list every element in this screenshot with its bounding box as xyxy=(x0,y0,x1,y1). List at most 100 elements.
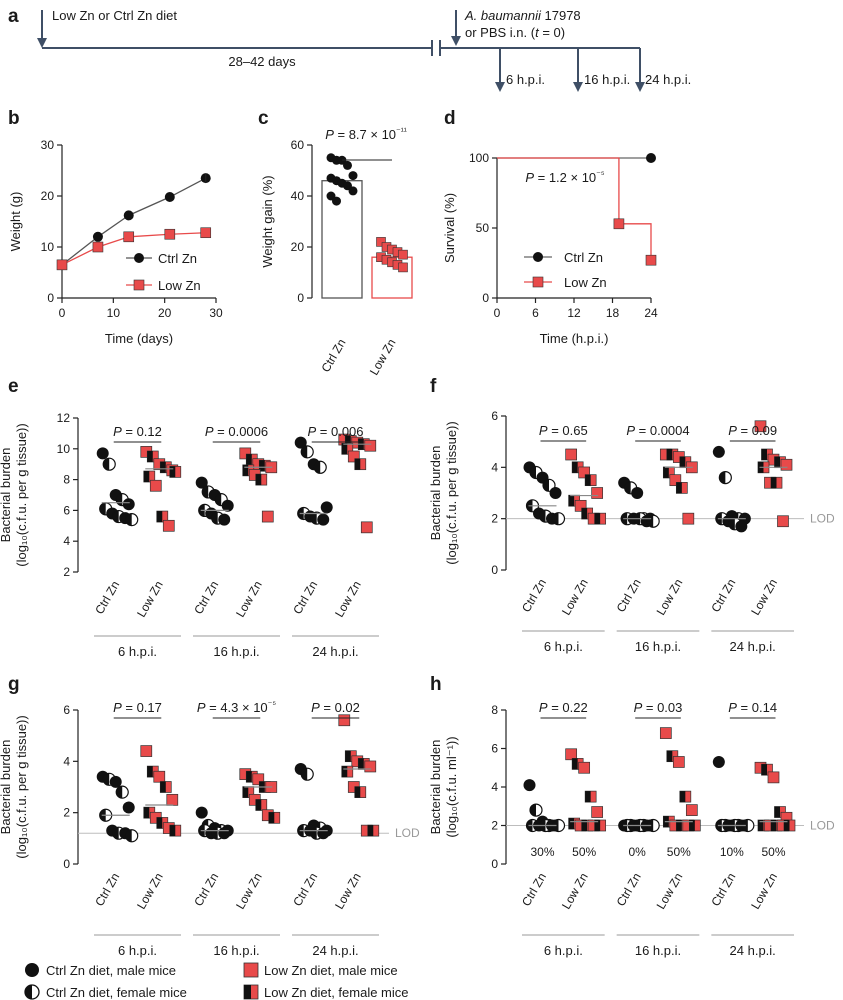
c-ctrl-point-4 xyxy=(348,171,358,181)
d-pvalue-value: = 1.2 × 10 xyxy=(534,170,596,185)
e-pvalue-0-value: = 0.12 xyxy=(122,424,162,439)
e-low-point-0-1 xyxy=(146,450,159,463)
f-pvalue-2-p: P xyxy=(728,423,737,438)
f-ctrl-point-2-1 xyxy=(718,471,732,485)
e-ctrl-point-0-9 xyxy=(125,513,139,527)
panel-a-label: a xyxy=(8,6,19,27)
h-low-point-1-9 xyxy=(688,819,701,832)
g-low-point-2-4 xyxy=(364,760,377,773)
f-x-ticklabel-1-0: Ctrl Zn xyxy=(614,577,644,615)
g-low-point-0-3-half xyxy=(160,781,166,793)
h-group-label-2: 24 h.p.i. xyxy=(730,943,776,958)
legend-ctrl-female-label: Ctrl Zn diet, female mice xyxy=(46,985,187,1000)
f-y-ticklabel-2: 2 xyxy=(491,512,498,526)
e-low-point-0-3-half xyxy=(160,461,166,473)
f-group-label-0: 6 h.p.i. xyxy=(544,639,583,654)
g-ctrl-point-0-9-half xyxy=(125,829,132,842)
g-y-ticklabel-6: 6 xyxy=(63,703,70,717)
e-x-ticklabel-1-1: Low Zn xyxy=(233,579,265,620)
e-ctrl-point-0-4 xyxy=(122,498,135,511)
g-low-point-2-5 xyxy=(341,765,354,778)
panel-a: a Low Zn or Ctrl Zn diet 28–42 days A. b… xyxy=(8,6,691,92)
g-x-ticklabel-1-1: Low Zn xyxy=(233,871,265,912)
e-low-point-2-1-half xyxy=(345,435,351,447)
f-ctrl-point-0-4 xyxy=(549,487,562,499)
infection-strain: 17978 xyxy=(541,8,581,23)
c-ctrl-point-3 xyxy=(343,160,352,170)
b-low-point-0 xyxy=(56,259,68,271)
g-pvalue-exp-1: ⁻⁵ xyxy=(268,699,277,709)
panel-c-chart: c 0 20 40 60 Weight gain (%) Ctrl Zn Low Zn P = … xyxy=(258,108,413,378)
diet-start-arrowhead xyxy=(37,38,47,48)
f-pvalue-1-p: P xyxy=(626,423,635,438)
d-pvalue-p: P xyxy=(525,170,534,185)
g-low-point-1-7 xyxy=(255,799,268,811)
e-low-point-1-1-half xyxy=(246,454,252,466)
e-y-ticklabel-6: 6 xyxy=(63,503,70,517)
tp-arrowhead-24 xyxy=(635,82,645,92)
f-low-point-0-3-half xyxy=(585,474,591,486)
f-low-point-2-8 xyxy=(777,515,789,528)
c-y-ticklabel-0: 0 xyxy=(297,291,304,305)
e-ctrl-point-2-3 xyxy=(313,460,327,474)
h-low-point-2-1 xyxy=(761,763,773,776)
h-pvalue-0-value: = 0.22 xyxy=(548,700,588,715)
e-y-ticklabel-12: 12 xyxy=(57,411,71,425)
g-ctrl-point-2-8 xyxy=(317,827,330,840)
f-low-point-1-3-half xyxy=(679,456,686,468)
e-ctrl-point-0-7-half xyxy=(112,510,119,523)
g-low-point-0-1-half xyxy=(147,766,153,778)
panel-h-label: h xyxy=(430,674,442,695)
c-ctrl-point-9 xyxy=(348,186,358,196)
g-ctrl-point-2-1 xyxy=(300,767,314,781)
tp-arrowhead-16 xyxy=(573,82,583,92)
h-y-ticklabel-8: 8 xyxy=(491,703,498,717)
e-pvalue-2: P = 0.006 xyxy=(307,424,363,439)
h-pvalue-2-value: = 0.14 xyxy=(737,700,777,715)
g-x-ticklabel-0-0: Ctrl Zn xyxy=(92,871,122,909)
e-low-point-0-7-half xyxy=(156,511,163,523)
g-group-label-1: 16 h.p.i. xyxy=(213,943,259,958)
h-low-point-0-7-half xyxy=(581,820,588,831)
h-y-ticklabel-0: 0 xyxy=(491,857,498,871)
f-low-point-1-8 xyxy=(682,512,695,525)
g-pvalue-2-value: = 0.02 xyxy=(320,700,360,715)
h-low-point-1-4 xyxy=(685,804,698,816)
h-ctrl-point-0-1 xyxy=(529,803,543,817)
e-low-point-2-7-half xyxy=(354,458,361,470)
legend-low-female-label: Low Zn diet, female mice xyxy=(264,985,409,1000)
e-low-point-0-5-half xyxy=(143,471,150,483)
e-low-point-2-4 xyxy=(364,439,377,452)
e-ctrl-point-1-4 xyxy=(221,499,234,512)
e-ctrl-point-0-1-half xyxy=(103,458,110,471)
f-group-label-2: 24 h.p.i. xyxy=(730,639,776,654)
f-ctrl-point-0-9-half xyxy=(552,512,559,525)
e-group-label-0: 6 h.p.i. xyxy=(118,644,157,659)
g-ctrl-point-0-1-half xyxy=(103,773,110,786)
panel-g-chart: g 0 2 4 6 Bacterial burden (log₁₀(c.f.u. per g… xyxy=(0,674,420,958)
e-x-ticklabel-2-0: Ctrl Zn xyxy=(290,579,320,617)
f-x-ticklabel-2-1: Low Zn xyxy=(748,577,780,618)
h-percent-2-1: 50% xyxy=(761,845,785,859)
f-x-ticklabel-0-1: Low Zn xyxy=(559,577,591,618)
h-low-point-1-2 xyxy=(672,756,685,768)
e-y-ticklabel-8: 8 xyxy=(63,473,70,487)
c-y-ticklabel-20: 20 xyxy=(291,240,305,254)
h-percent-2-0: 10% xyxy=(720,845,744,859)
g-y-ticklabel-2: 2 xyxy=(63,806,70,820)
h-x-ticklabel-0-0: Ctrl Zn xyxy=(519,871,549,909)
f-low-point-1-7 xyxy=(675,482,688,494)
f-ctrl-point-2-1-half xyxy=(719,471,726,484)
g-low-point-1-1-half xyxy=(246,771,252,783)
e-ctrl-point-2-0 xyxy=(294,436,307,449)
e-ctrl-point-0-5-half xyxy=(99,502,106,515)
h-x-ticklabel-2-1: Low Zn xyxy=(748,871,780,912)
b-low-point-2 xyxy=(123,231,135,243)
e-ctrl-point-2-4 xyxy=(320,501,333,514)
infection-end: = 0) xyxy=(539,25,565,40)
f-pvalue-0-value: = 0.65 xyxy=(548,423,588,438)
h-y-label-2: (log₁₀(c.f.u. ml⁻¹)) xyxy=(444,736,459,837)
e-low-point-0-9-half xyxy=(169,466,176,478)
g-group-label-2: 24 h.p.i. xyxy=(312,943,358,958)
g-ctrl-point-0-2 xyxy=(109,775,122,788)
